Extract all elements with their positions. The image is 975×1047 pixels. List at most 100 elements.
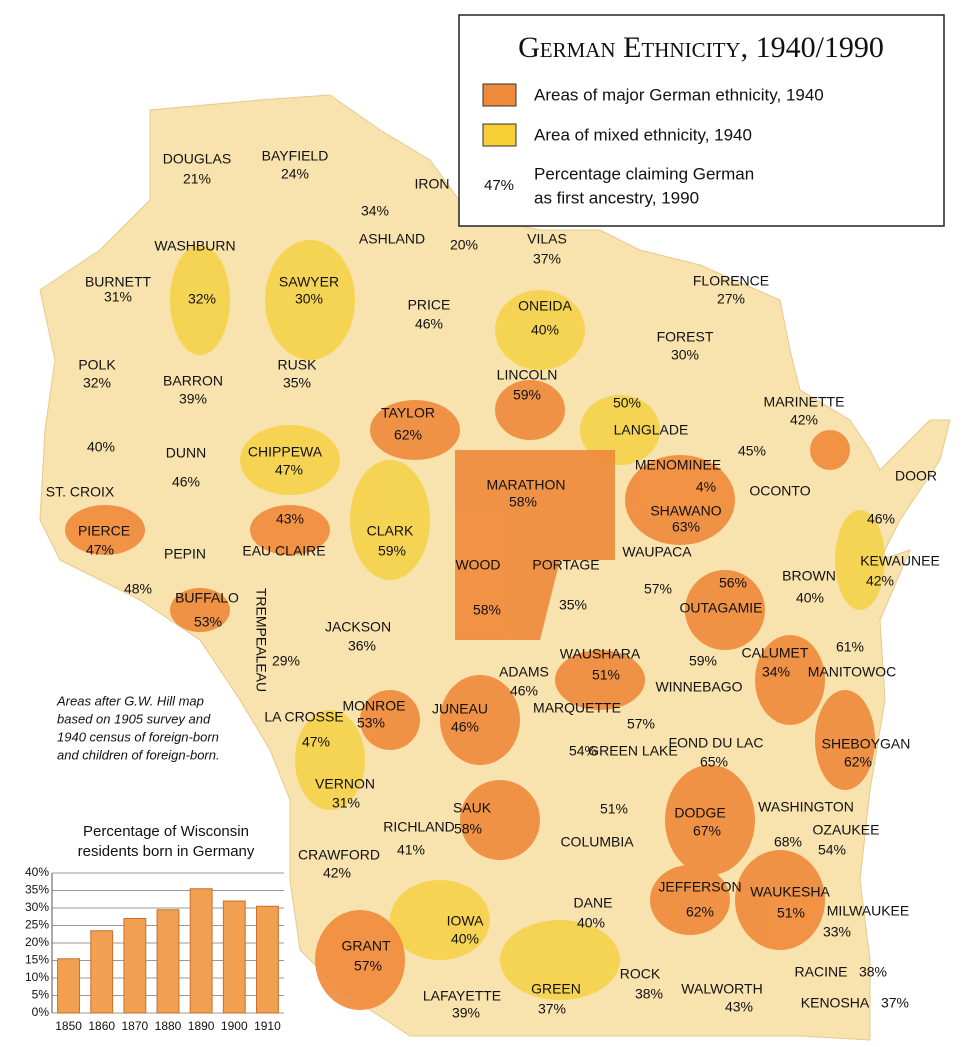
county-name: TAYLOR xyxy=(381,405,435,421)
y-tick-label: 35% xyxy=(25,883,49,897)
map-title: German Ethnicity, 1940/1990 xyxy=(518,31,884,64)
note-line: 1940 census of foreign-born xyxy=(57,729,219,744)
x-tick-label: 1850 xyxy=(55,1019,82,1033)
note-line: based on 1905 survey and xyxy=(57,711,211,726)
county-percent: 50% xyxy=(613,395,641,411)
county-percent: 46% xyxy=(510,683,538,699)
county-percent: 34% xyxy=(762,664,790,680)
county-name: CRAWFORD xyxy=(298,847,380,863)
county-percent: 37% xyxy=(533,251,561,267)
county-name: GREEN LAKE xyxy=(588,743,677,759)
county-name: SAWYER xyxy=(279,274,339,290)
mixed-areas xyxy=(170,240,885,1000)
county-percent: 38% xyxy=(859,964,887,980)
county-percent: 54% xyxy=(818,842,846,858)
county-name: LAFAYETTE xyxy=(423,988,501,1004)
county-name: MENOMINEE xyxy=(635,457,721,473)
county-percent: 63% xyxy=(672,519,700,535)
county-name: WAUSHARA xyxy=(560,646,641,662)
county-percent: 40% xyxy=(796,590,824,606)
county-percent: 59% xyxy=(378,543,406,559)
county-percent: 40% xyxy=(577,915,605,931)
bar xyxy=(255,905,279,1014)
county-name: WASHBURN xyxy=(154,238,235,254)
german-areas xyxy=(65,380,875,1010)
legend-swatch xyxy=(482,123,517,147)
legend-box xyxy=(458,14,945,227)
county-percent: 42% xyxy=(866,573,894,589)
county-percent: 62% xyxy=(686,904,714,920)
legend-label: Areas of major German ethnicity, 1940 xyxy=(534,85,824,104)
county-name: DOOR xyxy=(895,468,937,484)
county-percent: 46% xyxy=(415,316,443,332)
bar xyxy=(189,888,213,1014)
county-percent: 51% xyxy=(600,801,628,817)
county-percent: 67% xyxy=(693,823,721,839)
county-percent: 56% xyxy=(719,575,747,591)
county-name: POLK xyxy=(78,357,116,373)
county-percent: 43% xyxy=(725,999,753,1015)
county-percent: 4% xyxy=(696,479,716,495)
county-name: JUNEAU xyxy=(432,701,488,717)
y-tick-label: 40% xyxy=(25,865,49,879)
county-percent: 59% xyxy=(689,653,717,669)
county-percent: 41% xyxy=(397,842,425,858)
bar xyxy=(57,958,81,1014)
county-name: SAUK xyxy=(453,800,492,816)
county-name: OCONTO xyxy=(749,483,810,499)
county-name: WALWORTH xyxy=(681,981,762,997)
note-line: Areas after G.W. Hill map xyxy=(56,693,204,708)
county-name: DANE xyxy=(574,895,613,911)
county-name: PRICE xyxy=(408,297,451,313)
county-percent: 24% xyxy=(281,166,309,182)
county-percent: 29% xyxy=(272,653,300,669)
county-percent: 21% xyxy=(183,171,211,187)
county-name: BAYFIELD xyxy=(262,148,329,164)
chart-title: residents born in Germany xyxy=(78,843,255,860)
x-tick-label: 1860 xyxy=(88,1019,115,1033)
county-percent: 57% xyxy=(644,581,672,597)
county-name: SHEBOYGAN xyxy=(822,736,911,752)
county-name: FOREST xyxy=(657,329,714,345)
y-tick-label: 0% xyxy=(32,1005,50,1019)
county-percent: 68% xyxy=(774,834,802,850)
county-percent: 47% xyxy=(86,542,114,558)
county-name: GRANT xyxy=(342,938,391,954)
county-percent: 37% xyxy=(538,1001,566,1017)
county-percent: 46% xyxy=(867,511,895,527)
x-tick-label: 1910 xyxy=(254,1019,281,1033)
county-percent: 30% xyxy=(671,347,699,363)
county-name: BARRON xyxy=(163,373,223,389)
county-name: MARINETTE xyxy=(764,394,845,410)
county-percent: 58% xyxy=(454,821,482,837)
county-name: WINNEBAGO xyxy=(655,679,742,695)
county-name: WOOD xyxy=(455,557,500,573)
county-name: ONEIDA xyxy=(518,298,572,314)
county-percent: 35% xyxy=(283,375,311,391)
county-name: CLARK xyxy=(367,523,414,539)
county-percent: 35% xyxy=(559,597,587,613)
county-percent: 53% xyxy=(194,614,222,630)
legend-swatch xyxy=(482,83,517,107)
y-tick-label: 20% xyxy=(25,935,49,949)
legend-label: Area of mixed ethnicity, 1940 xyxy=(534,125,752,144)
y-tick-label: 10% xyxy=(25,970,49,984)
county-name: KENOSHA xyxy=(801,995,870,1011)
county-percent: 58% xyxy=(509,494,537,510)
county-percent: 27% xyxy=(717,291,745,307)
county-percent: 42% xyxy=(323,865,351,881)
county-percent: 51% xyxy=(777,905,805,921)
county-labels: DOUGLAS 21% BAYFIELD 24% IRON 20% ASHLAND 34% VI… xyxy=(46,148,940,1021)
x-tick-label: 1900 xyxy=(221,1019,248,1033)
county-name: OUTAGAMIE xyxy=(680,600,763,616)
county-name: EAU CLAIRE xyxy=(242,543,325,559)
county-name: JEFFERSON xyxy=(658,879,741,895)
y-tick-label: 5% xyxy=(32,988,50,1002)
county-name: BROWN xyxy=(782,568,836,584)
county-name: MONROE xyxy=(343,698,406,714)
county-name: RUSK xyxy=(278,357,318,373)
county-percent: 40% xyxy=(87,439,115,455)
chart-title: Percentage of Wisconsin xyxy=(83,823,249,840)
county-name: KEWAUNEE xyxy=(860,553,940,569)
county-name: LINCOLN xyxy=(497,367,558,383)
